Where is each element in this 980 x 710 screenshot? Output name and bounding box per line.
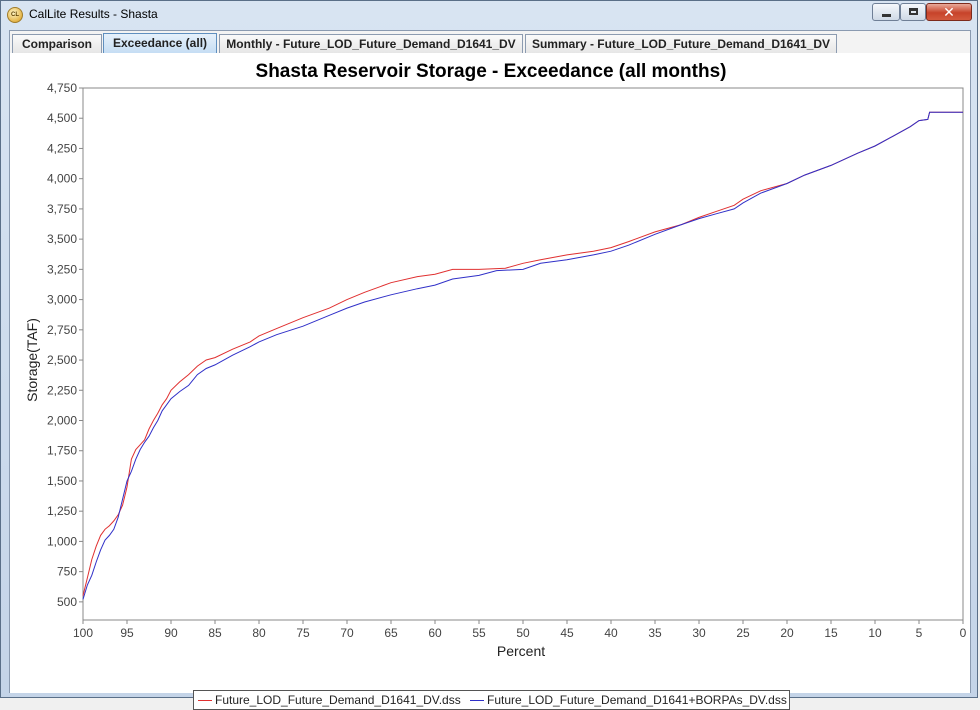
exceedance-chart: Shasta Reservoir Storage - Exceedance (a…: [24, 61, 967, 659]
legend: Future_LOD_Future_Demand_D1641_DV.dss Fu…: [193, 690, 790, 710]
y-axis: 500 750 1,000 1,250 1,500 1,750 2,000 2,250 2,50…: [47, 81, 83, 609]
series-layer: [82, 111, 963, 600]
title-bar[interactable]: CL CalLite Results - Shasta ✕: [1, 1, 977, 29]
x-tick-label: 15: [824, 626, 838, 640]
chart-area: Shasta Reservoir Storage - Exceedance (a…: [10, 53, 970, 710]
content-panel: Comparison Exceedance (all) Monthly - Fu…: [9, 30, 971, 710]
tab-monthly[interactable]: Monthly - Future_LOD_Future_Demand_D1641…: [219, 34, 523, 53]
legend-item-series-2: Future_LOD_Future_Demand_D1641+BORPAs_DV…: [470, 693, 787, 707]
y-tick-label: 2,250: [47, 383, 77, 397]
y-tick-label: 4,250: [47, 141, 77, 155]
y-tick-label: 1,500: [47, 474, 77, 488]
y-tick-label: 2,000: [47, 414, 77, 428]
x-tick-label: 0: [960, 626, 967, 640]
close-icon: ✕: [943, 4, 955, 20]
legend-swatch-blue: [470, 700, 484, 702]
x-tick-label: 80: [252, 626, 266, 640]
y-tick-label: 2,750: [47, 323, 77, 337]
y-tick-label: 1,750: [47, 444, 77, 458]
x-tick-label: 55: [472, 626, 486, 640]
close-button[interactable]: ✕: [926, 3, 972, 21]
tab-strip: Comparison Exceedance (all) Monthly - Fu…: [10, 31, 970, 54]
y-tick-label: 3,500: [47, 232, 77, 246]
minimize-icon: [882, 14, 891, 17]
tab-comparison[interactable]: Comparison: [12, 34, 102, 53]
y-tick-label: 750: [57, 565, 77, 579]
legend-label-series-2: Future_LOD_Future_Demand_D1641+BORPAs_DV…: [487, 693, 787, 707]
x-tick-label: 85: [208, 626, 222, 640]
y-tick-label: 500: [57, 595, 77, 609]
y-tick-label: 2,500: [47, 353, 77, 367]
x-axis: 100 95 90 85 80 75 70 65 60 55 50 45 40 35 30 25 20 15 10 5…: [73, 620, 967, 640]
series-line-2: [82, 111, 963, 600]
y-tick-label: 4,000: [47, 172, 77, 186]
y-tick-label: 3,250: [47, 262, 77, 276]
x-tick-label: 60: [428, 626, 442, 640]
x-tick-label: 10: [868, 626, 882, 640]
legend-swatch-red: [198, 700, 212, 702]
x-tick-label: 75: [296, 626, 310, 640]
window-title: CalLite Results - Shasta: [29, 7, 158, 21]
x-tick-label: 20: [780, 626, 794, 640]
x-tick-label: 70: [340, 626, 354, 640]
y-axis-label: Storage(TAF): [24, 318, 40, 402]
minimize-button[interactable]: [872, 3, 900, 21]
x-tick-label: 90: [164, 626, 178, 640]
x-tick-label: 35: [648, 626, 662, 640]
x-tick-label: 25: [736, 626, 750, 640]
legend-item-series-1: Future_LOD_Future_Demand_D1641_DV.dss: [198, 693, 461, 707]
chart-title: Shasta Reservoir Storage - Exceedance (a…: [256, 61, 727, 82]
x-tick-label: 30: [692, 626, 706, 640]
y-tick-label: 1,000: [47, 534, 77, 548]
x-tick-label: 95: [120, 626, 134, 640]
x-tick-label: 65: [384, 626, 398, 640]
x-tick-label: 45: [560, 626, 574, 640]
x-tick-label: 40: [604, 626, 618, 640]
y-tick-label: 4,500: [47, 111, 77, 125]
y-tick-label: 4,750: [47, 81, 77, 95]
y-tick-label: 1,250: [47, 504, 77, 518]
tab-summary[interactable]: Summary - Future_LOD_Future_Demand_D1641…: [525, 34, 837, 53]
y-tick-label: 3,750: [47, 202, 77, 216]
maximize-icon: [909, 8, 918, 15]
x-tick-label: 50: [516, 626, 530, 640]
x-tick-label: 5: [916, 626, 923, 640]
legend-label-series-1: Future_LOD_Future_Demand_D1641_DV.dss: [215, 693, 461, 707]
x-axis-label: Percent: [497, 643, 545, 659]
tab-exceedance-all[interactable]: Exceedance (all): [103, 33, 217, 54]
maximize-button[interactable]: [900, 3, 926, 21]
plot-area: [82, 87, 964, 621]
y-tick-label: 3,000: [47, 293, 77, 307]
series-line-1: [82, 111, 963, 596]
app-logo-icon: CL: [7, 7, 23, 23]
x-tick-label: 100: [73, 626, 93, 640]
